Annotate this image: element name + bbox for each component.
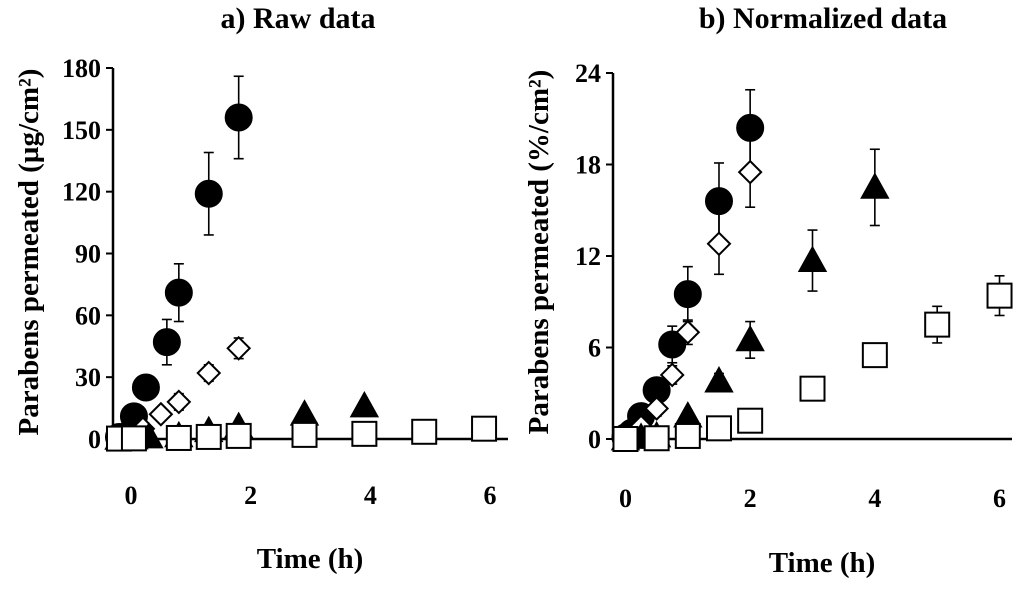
panel-b-title: b) Normalized data [699, 2, 947, 35]
open-square-point [471, 415, 498, 442]
filled-circle-point [131, 373, 160, 402]
y-tick-label: 6 [588, 334, 601, 363]
open-square-point [674, 422, 701, 449]
x-tick-label: 4 [868, 484, 881, 513]
filled-triangle-point [797, 245, 828, 272]
open-square-point [986, 282, 1013, 309]
open-square-point [643, 425, 670, 452]
y-tick-label: 12 [575, 242, 601, 271]
panel-b-x-axis-label: Time (h) [769, 547, 876, 579]
filled-triangle-point [860, 172, 890, 199]
x-tick-label: 2 [244, 481, 257, 510]
filled-triangle-point [289, 399, 320, 426]
open-square-point [165, 424, 192, 451]
open-square-point [291, 421, 318, 448]
filled-triangle-point [704, 365, 734, 393]
open-square-point [120, 425, 147, 452]
y-tick-label: 0 [88, 425, 101, 454]
open-square-point [799, 375, 826, 402]
open-square-point [924, 311, 951, 338]
filled-triangle-point [349, 390, 380, 418]
open-diamond-point [166, 389, 192, 415]
open-diamond-point [226, 335, 252, 361]
y-tick-label: 18 [575, 151, 601, 180]
panel-a-raw-data: a) Raw data 0 30 60 90 120 150 180 0 2 4 6 Time (… [13, 2, 508, 575]
open-square-point [705, 415, 732, 442]
filled-circle-point [704, 187, 733, 216]
open-square-point [612, 426, 639, 452]
filled-circle-point [194, 179, 223, 208]
y-tick-label: 150 [62, 116, 101, 145]
x-tick-label: 4 [364, 481, 377, 510]
panel-a-x-axis-label: Time (h) [257, 543, 364, 575]
filled-circle-point [224, 103, 253, 132]
x-tick-label: 6 [484, 481, 497, 510]
y-tick-label: 90 [75, 240, 101, 269]
panel-a-y-axis-label: Parabens permeated (µg/cm²) [13, 69, 45, 436]
filled-triangle-point [735, 324, 765, 352]
open-square-point [411, 418, 438, 445]
filled-circle-point [673, 280, 702, 309]
panel-a-title: a) Raw data [221, 2, 376, 35]
y-tick-label: 180 [62, 54, 101, 83]
open-diamond-point [737, 159, 763, 185]
panel-b-y-axis-label: Parabens permeated (%/cm²) [523, 70, 555, 435]
open-diamond-point [675, 319, 701, 345]
open-diamond-point [706, 231, 732, 257]
x-tick-label: 0 [124, 481, 137, 510]
open-diamond-point [196, 360, 222, 386]
open-square-point [225, 422, 252, 449]
open-diamond-point [148, 401, 174, 427]
open-square-point [195, 423, 222, 450]
open-diamond-point [644, 396, 670, 421]
x-tick-label: 2 [744, 484, 757, 513]
y-tick-label: 60 [75, 301, 101, 330]
filled-circle-point [164, 278, 193, 307]
y-tick-label: 0 [588, 425, 601, 454]
open-square-point [861, 342, 888, 369]
x-tick-label: 6 [993, 484, 1006, 513]
y-tick-label: 24 [575, 59, 601, 88]
open-diamond-point [659, 362, 685, 388]
open-square-point [351, 420, 378, 447]
y-tick-label: 120 [62, 178, 101, 207]
x-tick-label: 0 [619, 484, 632, 513]
open-square-point [737, 407, 764, 434]
filled-circle-point [152, 328, 181, 357]
y-tick-label: 30 [75, 363, 101, 392]
